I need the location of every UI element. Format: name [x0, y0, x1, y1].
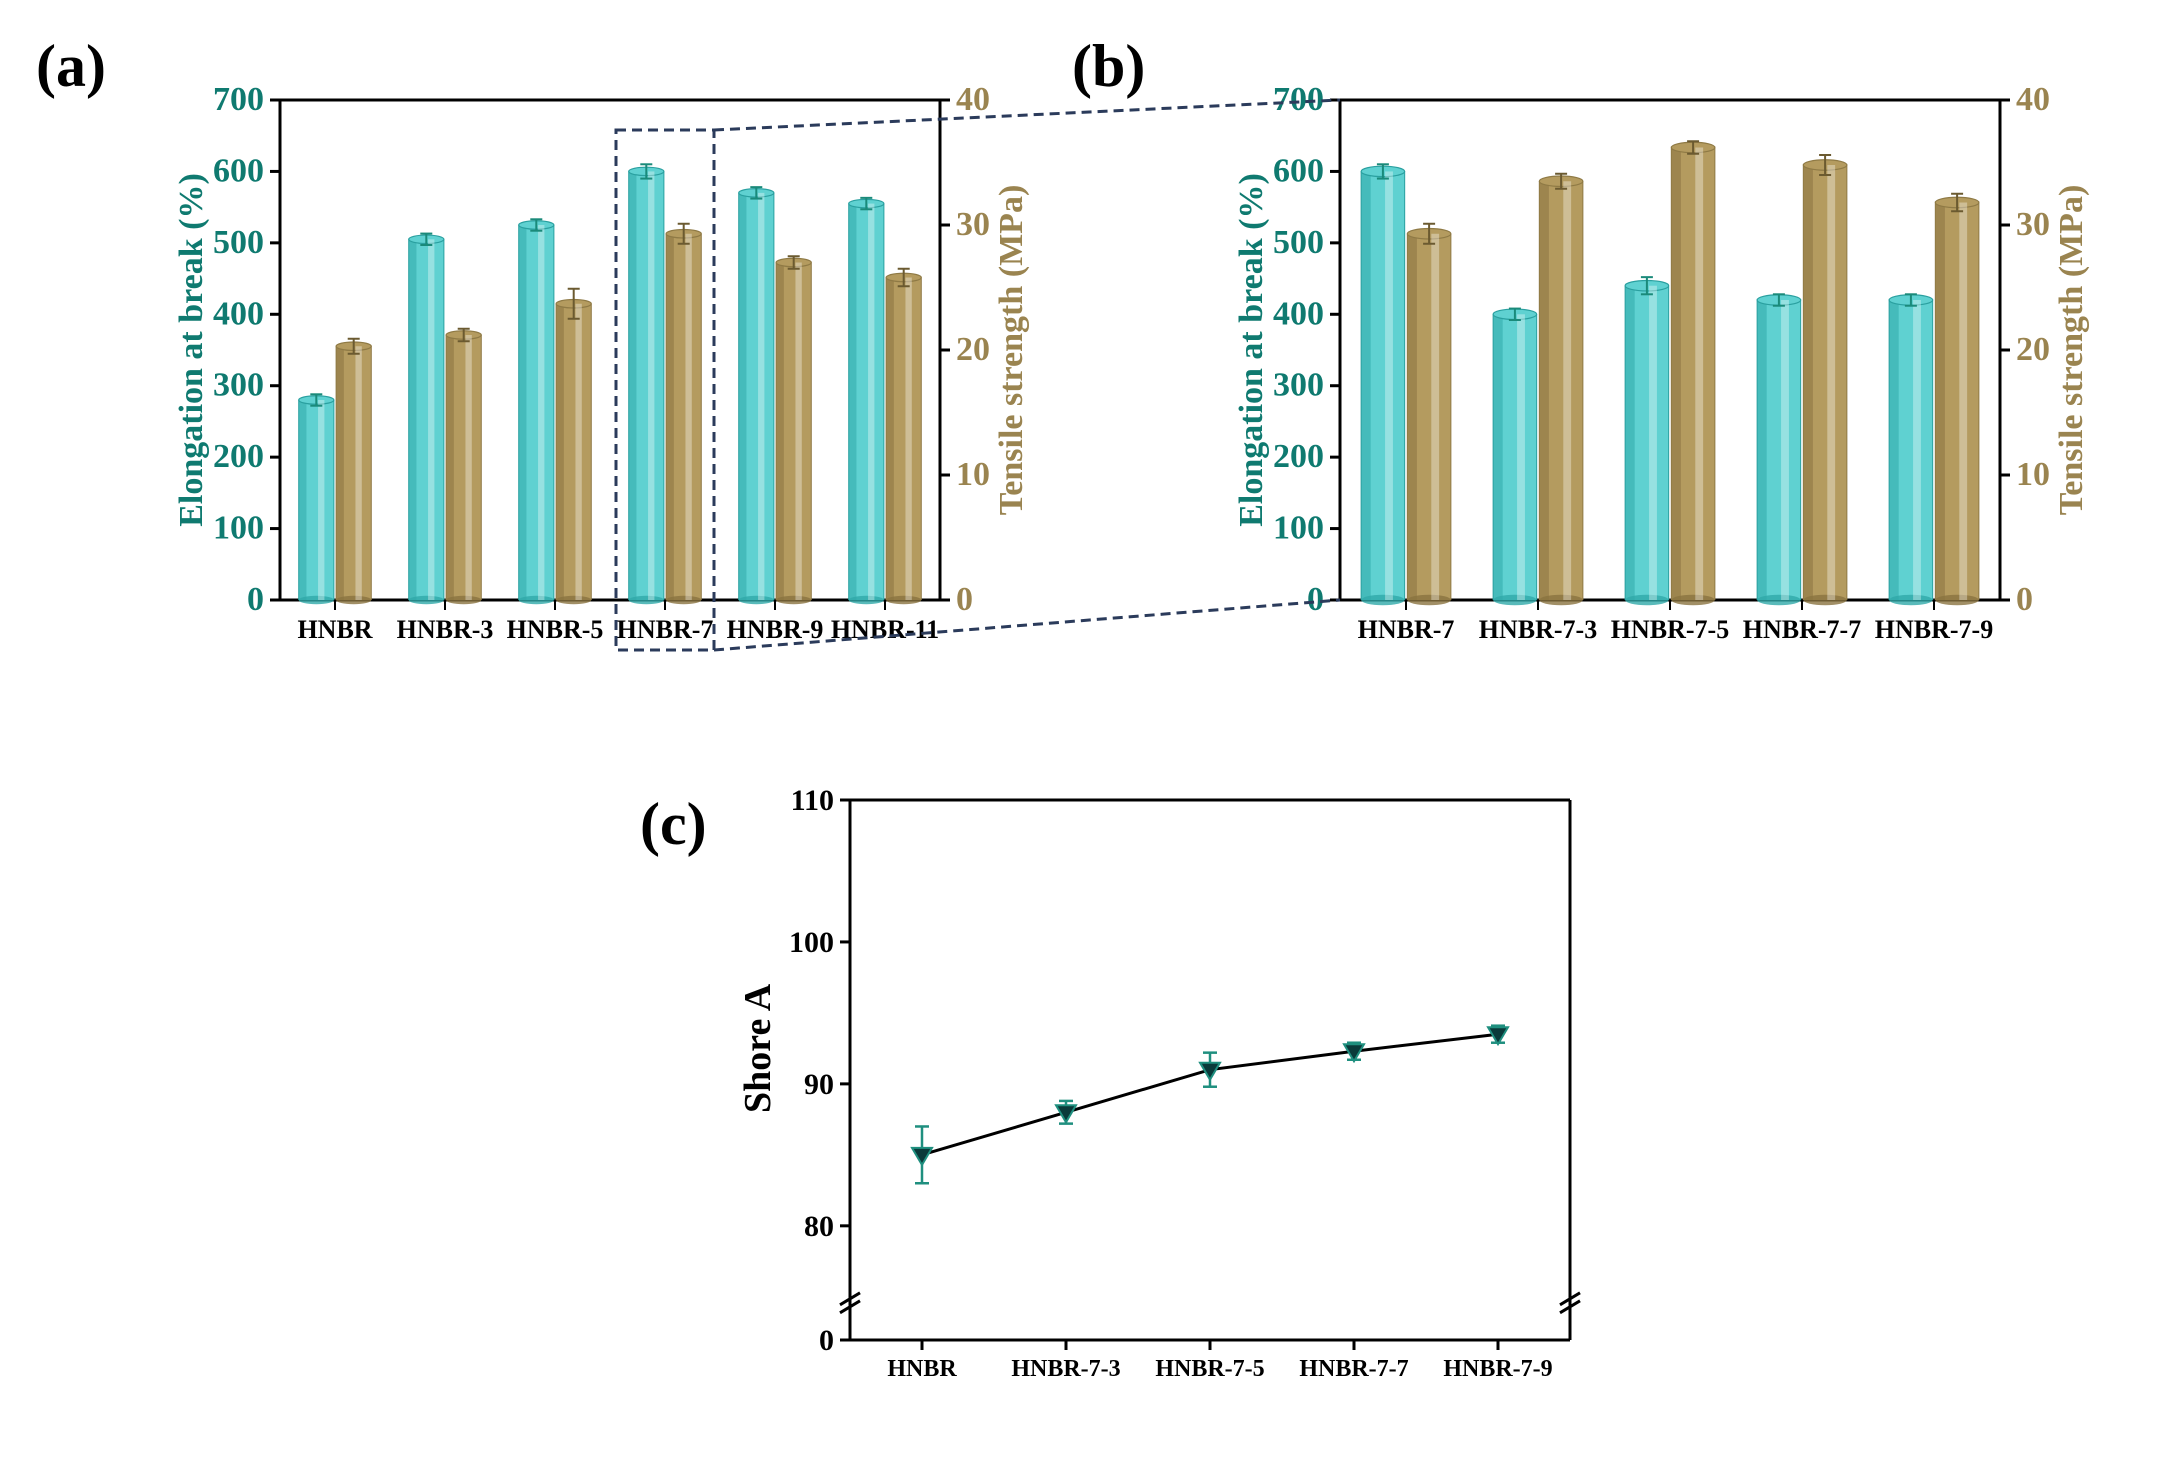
x-tick: HNBR-11	[831, 615, 939, 644]
x-tick: HNBR-3	[397, 615, 494, 644]
x-tick: HNBR-7-5	[1611, 615, 1729, 644]
x-tick: HNBR-7-9	[1875, 615, 1993, 644]
y-tick: 0	[819, 1324, 834, 1357]
y-left-tick: 0	[247, 581, 264, 618]
x-tick: HNBR	[887, 1356, 957, 1382]
y-right-tick: 10	[2016, 456, 2050, 493]
y-left-tick: 200	[1273, 438, 1324, 475]
panel-label-a: (a)	[36, 32, 106, 101]
x-tick: HNBR-7-7	[1299, 1356, 1408, 1382]
y-right-label: Tensile strength (MPa)	[993, 185, 1030, 516]
y-right-tick: 40	[2016, 81, 2050, 118]
x-tick: HNBR-7	[1358, 615, 1455, 644]
y-left-tick: 700	[213, 81, 264, 118]
y-left-label: Elongation at break (%)	[1233, 173, 1270, 527]
y-left-tick: 100	[1273, 510, 1324, 547]
y-left-tick: 300	[213, 367, 264, 404]
x-tick: HNBR-9	[727, 615, 824, 644]
y-right-tick: 30	[2016, 206, 2050, 243]
chart-a-svg: 0100200300400500600700Elongation at brea…	[170, 70, 1050, 690]
y-right-tick: 40	[956, 81, 990, 118]
y-tick: 110	[791, 784, 834, 817]
panel-label-b: (b)	[1072, 32, 1145, 101]
x-tick: HNBR-7-7	[1743, 615, 1861, 644]
y-left-tick: 500	[213, 224, 264, 261]
y-left-tick: 300	[1273, 367, 1324, 404]
y-right-tick: 10	[956, 456, 990, 493]
y-tick: 90	[804, 1068, 834, 1101]
y-right-tick: 0	[2016, 581, 2033, 618]
x-tick: HNBR-5	[507, 615, 604, 644]
x-tick: HNBR-7-9	[1443, 1356, 1552, 1382]
y-left-tick: 600	[213, 152, 264, 189]
y-left-tick: 400	[213, 295, 264, 332]
x-tick: HNBR-7-3	[1011, 1356, 1120, 1382]
x-tick: HNBR-7-5	[1155, 1356, 1264, 1382]
y-left-tick: 0	[1307, 581, 1324, 618]
y-left-tick: 500	[1273, 224, 1324, 261]
x-tick: HNBR	[297, 615, 372, 644]
y-right-label: Tensile strength (MPa)	[2053, 185, 2090, 516]
panel-label-c: (c)	[640, 790, 707, 859]
data-marker	[912, 1148, 932, 1165]
y-left-tick: 200	[213, 438, 264, 475]
y-right-tick: 20	[956, 331, 990, 368]
y-left-tick: 100	[213, 510, 264, 547]
y-right-tick: 30	[956, 206, 990, 243]
y-left-tick: 400	[1273, 295, 1324, 332]
chart-b: 0100200300400500600700Elongation at brea…	[1230, 70, 2110, 695]
y-left-tick: 700	[1273, 81, 1324, 118]
y-tick: 80	[804, 1210, 834, 1243]
chart-b-svg: 0100200300400500600700Elongation at brea…	[1230, 70, 2110, 690]
y-tick: 100	[789, 926, 834, 959]
chart-c-svg: 0 80 90 100 110 Shore A HNBR HNBR-7-3 HNBR-7-5 HN…	[720, 770, 1620, 1430]
chart-c: 0 80 90 100 110 Shore A HNBR HNBR-7-3 HNBR-7-5 HN…	[720, 770, 1620, 1435]
y-left-tick: 600	[1273, 152, 1324, 189]
chart-a: 0100200300400500600700Elongation at brea…	[170, 70, 1050, 695]
y-label: Shore A	[737, 983, 779, 1113]
y-left-label: Elongation at break (%)	[173, 173, 210, 527]
x-tick: HNBR-7-3	[1479, 615, 1597, 644]
y-right-tick: 0	[956, 581, 973, 618]
y-right-tick: 20	[2016, 331, 2050, 368]
x-tick: HNBR-7	[617, 615, 714, 644]
